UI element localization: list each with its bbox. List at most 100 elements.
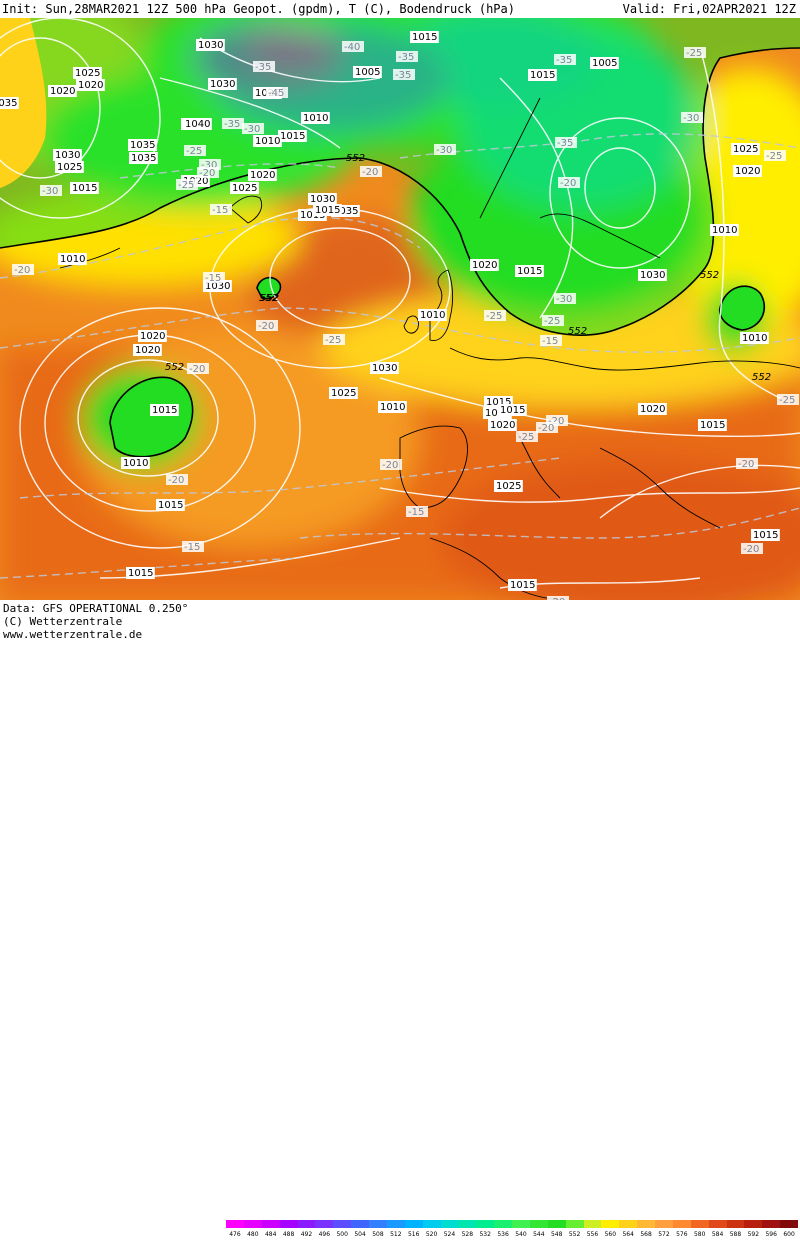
temperature-label: -20 [382,460,398,471]
pressure-label: 1030 [55,150,80,161]
legend-swatch [404,1220,423,1228]
pressure-label-bg [370,362,399,374]
pressure-label-bg [378,401,407,413]
temperature-label-bg [266,87,288,98]
temperature-label-bg [323,334,345,345]
temperature-label: -35 [556,55,572,66]
pressure-label-bg [494,480,523,492]
temperature-label: -20 [560,178,576,189]
temperature-label: -30 [436,145,452,156]
temperature-label: -25 [518,432,534,443]
pressure-label-bg [498,404,527,416]
temperature-label: -25 [486,311,502,322]
temperature-label: -35 [395,70,411,81]
temperature-label: -20 [738,459,754,470]
height-contour-label: 552 [752,372,771,383]
legend-swatch [261,1220,280,1228]
temperature-label: -15 [408,507,424,518]
pressure-label: 1030 [485,408,510,419]
legend-label: 576 [676,1231,688,1238]
pressure-label: 1040 [185,119,210,130]
legend-label: 544 [533,1231,545,1238]
pressure-label-bg [196,39,225,51]
legend-label: 508 [372,1231,384,1238]
pressure-label-bg [55,161,84,173]
temperature-label-bg [536,422,558,433]
legend-swatch [297,1220,316,1228]
pressure-label: 1010 [742,333,767,344]
pressure-label: 1030 [198,40,223,51]
temperature-label-bg [777,394,799,405]
pressure-label: 1015 [300,210,325,221]
pressure-label: 1035 [130,140,155,151]
color-legend [226,1220,798,1228]
pressure-label: 1035 [131,153,156,164]
legend-swatch [547,1220,566,1228]
legend-label: 588 [729,1231,742,1238]
legend-swatch [780,1220,798,1228]
legend-swatch [315,1220,334,1228]
pressure-label: 1025 [57,162,82,173]
pressure-label-bg [183,118,212,130]
color-legend-labels: 476 480 484 488 492 496 500 504 508 512 516 520 524 5… [226,1230,798,1240]
pressure-label-bg [528,69,557,81]
pressure-label: 1010 [420,310,445,321]
pressure-label: 1010 [123,458,148,469]
pressure-label: 1025 [75,68,100,79]
legend-swatch [494,1220,512,1228]
temperature-label: -25 [186,146,202,157]
pressure-label-bg [740,332,769,344]
pressure-label-bg [590,57,619,69]
pressure-label: 1015 [486,397,511,408]
temperature-label-bg [210,204,232,215]
map-footer: Data: GFS OPERATIONAL 0.250° (C) Wetterz… [0,600,800,1238]
temperature-label: -25 [325,335,341,346]
temperature-label-bg [253,61,275,72]
legend-swatch [386,1220,405,1228]
pressure-label: 1030 [640,270,665,281]
temperature-label-bg [12,264,34,275]
height-contour-label: 552 [346,153,365,164]
coastlines [59,97,800,600]
legend-label: 596 [765,1231,777,1238]
pressure-label-bg [313,204,342,216]
valid-time: Valid: Fri,02APR2021 12Z [622,2,796,16]
legend-swatch [583,1220,602,1228]
legend-swatch [369,1220,387,1228]
temperature-label-bg [546,415,568,426]
pressure-label: 1025 [232,183,257,194]
pressure-label: 1025 [733,144,758,155]
pressure-label-bg [751,529,780,541]
pressure-label-bg [126,567,155,579]
legend-label: 532 [479,1231,491,1238]
legend-swatch [440,1220,459,1228]
contour-552-north [0,18,800,336]
pressure-label: 1015 [152,405,177,416]
pressure-label: 1025 [331,388,356,399]
pressure-label-bg [329,387,358,399]
pressure-label: 1015 [315,205,340,216]
pressure-label-bg [731,143,760,155]
height-contour-label: 552 [259,293,278,304]
pressure-label-bg [278,130,307,142]
legend-label: 572 [658,1231,670,1238]
pressure-label-bg [58,253,87,265]
temperature-label-bg [406,506,428,517]
pressure-label: 1020 [735,166,760,177]
temperature-label: -40 [344,42,360,53]
pressure-label: 1015 [753,530,778,541]
legend-swatch [655,1220,673,1228]
legend-swatch [529,1220,548,1228]
legend-swatch [512,1220,530,1228]
legend-label: 488 [282,1231,295,1238]
temperature-label: -20 [743,544,759,555]
temperature-label: -30 [201,160,217,171]
pressure-label-bg [133,344,162,356]
pressure-label-bg [138,330,167,342]
legend-swatch [422,1220,441,1228]
legend-swatch [226,1220,244,1228]
pressure-label: 1015 [517,266,542,277]
website-link[interactable]: www.wetterzentrale.de [3,628,143,641]
pressure-label: 1015 [72,183,97,194]
temperature-label-bg [764,150,786,161]
